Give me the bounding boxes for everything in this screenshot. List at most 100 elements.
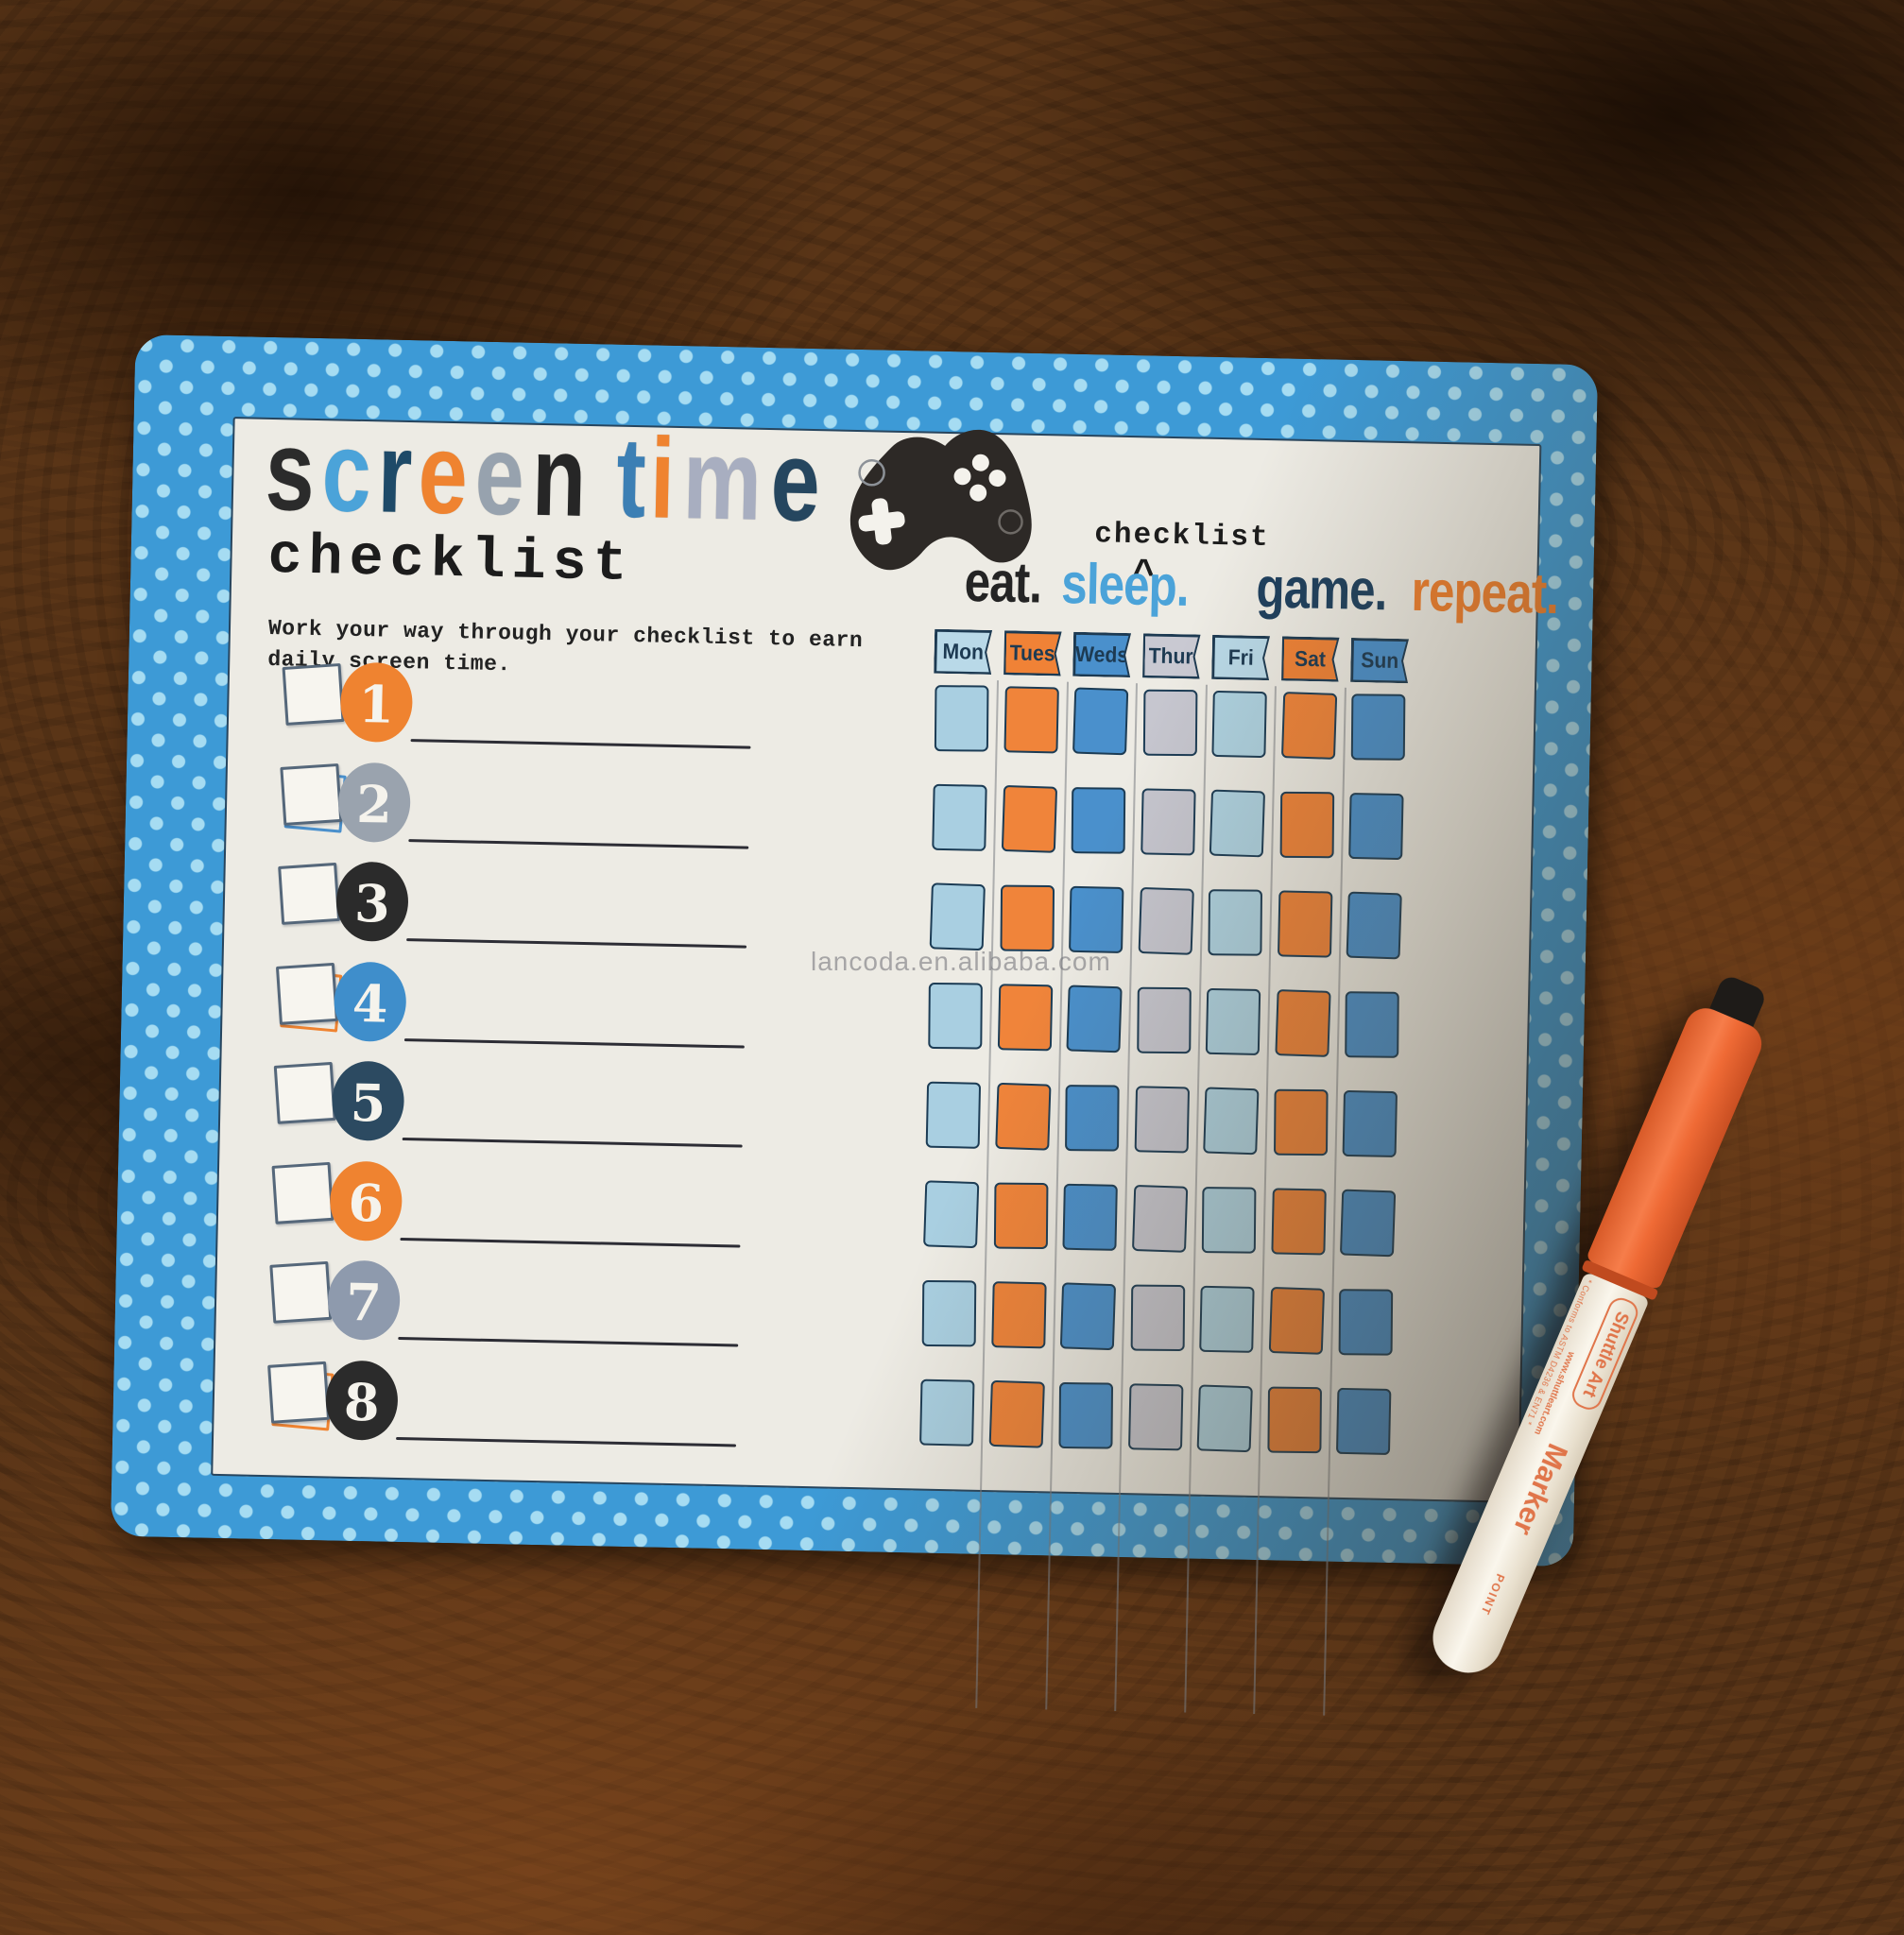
day-label: Sun — [1360, 647, 1399, 673]
day-header-sun: Sun — [1350, 638, 1409, 683]
grid-cell-mon-row4[interactable] — [928, 983, 983, 1050]
checkbox-3[interactable] — [278, 862, 341, 925]
checklist-row-5: 5 — [271, 1059, 897, 1167]
checkbox-2[interactable] — [280, 762, 343, 826]
number-label: 2 — [355, 773, 393, 835]
grid-cell-weds-row3[interactable] — [1069, 885, 1124, 953]
day-flag-fill: Sun — [1353, 640, 1407, 680]
tagline-word: repeat. — [1411, 557, 1559, 625]
grid-cell-tues-row8[interactable] — [988, 1379, 1045, 1448]
day-header-sat: Sat — [1281, 636, 1340, 681]
grid-cell-sun-row4[interactable] — [1345, 991, 1399, 1058]
grid-cell-sun-row8[interactable] — [1335, 1387, 1392, 1455]
day-label: Weds — [1074, 641, 1129, 668]
grid-cell-tues-row4[interactable] — [997, 984, 1053, 1052]
grid-cell-weds-row8[interactable] — [1058, 1381, 1114, 1449]
checkbox-5[interactable] — [273, 1061, 336, 1124]
pen-point-label: POINT — [1477, 1571, 1508, 1618]
grid-cell-fri-row1[interactable] — [1211, 690, 1267, 759]
grid-cell-mon-row6[interactable] — [923, 1180, 980, 1249]
checkbox-6[interactable] — [271, 1161, 334, 1224]
tagline-word: eat. — [964, 548, 1042, 615]
grid-cell-thur-row6[interactable] — [1131, 1184, 1188, 1253]
grid-cell-thur-row7[interactable] — [1130, 1284, 1185, 1352]
grid-cell-sat-row2[interactable] — [1279, 791, 1334, 859]
number-label: 7 — [345, 1271, 383, 1333]
title-letter: i — [648, 415, 675, 543]
grid-cell-fri-row5[interactable] — [1203, 1087, 1260, 1156]
grid-cell-weds-row7[interactable] — [1059, 1282, 1117, 1351]
grid-cell-fri-row6[interactable] — [1201, 1187, 1257, 1254]
watermark: lancoda.en.alibaba.com — [811, 947, 1111, 976]
grid-cell-sat-row5[interactable] — [1273, 1088, 1329, 1156]
grid-cell-sun-row1[interactable] — [1350, 694, 1406, 761]
grid-cell-sat-row3[interactable] — [1277, 890, 1332, 958]
grid-cell-sun-row7[interactable] — [1338, 1289, 1394, 1356]
grid-cell-weds-row1[interactable] — [1072, 687, 1129, 756]
grid-cell-mon-row5[interactable] — [925, 1081, 982, 1149]
grid-cell-mon-row1[interactable] — [934, 685, 989, 752]
grid-cell-tues-row5[interactable] — [994, 1082, 1052, 1151]
grid-cell-sun-row3[interactable] — [1346, 891, 1402, 960]
grid-cell-fri-row3[interactable] — [1208, 889, 1263, 956]
title-letter: e — [769, 417, 820, 546]
day-header-fri: Fri — [1211, 635, 1270, 680]
grid-cell-fri-row8[interactable] — [1196, 1384, 1253, 1453]
task-write-line-5[interactable] — [402, 1138, 743, 1148]
task-write-line-1[interactable] — [410, 739, 751, 749]
grid-cell-tues-row1[interactable] — [1003, 686, 1059, 754]
task-write-line-8[interactable] — [396, 1436, 737, 1447]
grid-cell-sun-row6[interactable] — [1339, 1189, 1397, 1258]
day-header-weds: Weds — [1072, 632, 1131, 677]
grid-cell-weds-row4[interactable] — [1066, 985, 1123, 1053]
number-circle-2: 2 — [337, 762, 412, 843]
title-letter: s — [264, 406, 315, 536]
grid-cell-fri-row7[interactable] — [1199, 1285, 1255, 1353]
grid-cell-sat-row7[interactable] — [1268, 1286, 1325, 1355]
grid-cell-fri-row4[interactable] — [1205, 987, 1261, 1056]
title-letter: t — [614, 414, 645, 542]
grid-cell-mon-row2[interactable] — [932, 783, 987, 851]
grid-cell-thur-row8[interactable] — [1127, 1383, 1183, 1451]
grid-cell-thur-row2[interactable] — [1140, 788, 1196, 856]
checkbox-8[interactable] — [267, 1361, 331, 1424]
grid-cell-sat-row4[interactable] — [1274, 989, 1331, 1057]
checklist-row-7: 7 — [267, 1259, 893, 1366]
grid-cell-sat-row8[interactable] — [1266, 1386, 1322, 1454]
grid-cell-sun-row5[interactable] — [1342, 1089, 1398, 1158]
grid-cell-tues-row3[interactable] — [999, 884, 1055, 952]
task-write-line-7[interactable] — [398, 1336, 739, 1347]
grid-cell-sat-row6[interactable] — [1270, 1188, 1327, 1256]
tagline: eat. sleep. game. repeat. — [959, 548, 1575, 625]
grid-cell-fri-row2[interactable] — [1209, 789, 1266, 858]
grid-cell-mon-row7[interactable] — [921, 1279, 977, 1347]
grid-cell-thur-row1[interactable] — [1142, 689, 1197, 757]
grid-cell-tues-row7[interactable] — [990, 1281, 1047, 1349]
grid-cell-sun-row2[interactable] — [1348, 792, 1404, 861]
checkbox-7[interactable] — [269, 1260, 333, 1324]
grid-cell-tues-row6[interactable] — [993, 1182, 1048, 1249]
task-write-line-2[interactable] — [408, 838, 749, 849]
grid-cell-thur-row5[interactable] — [1134, 1086, 1190, 1154]
title-letter: r — [376, 409, 412, 538]
grid-cell-tues-row2[interactable] — [1001, 784, 1057, 853]
number-circle-8: 8 — [325, 1359, 399, 1441]
grid-cell-weds-row2[interactable] — [1071, 787, 1126, 854]
grid-cell-thur-row4[interactable] — [1136, 986, 1192, 1054]
grid-cell-weds-row6[interactable] — [1062, 1183, 1118, 1251]
checkbox-4[interactable] — [275, 962, 338, 1025]
number-circle-3: 3 — [335, 861, 409, 943]
title-letter: c — [320, 407, 371, 537]
grid-cell-mon-row8[interactable] — [919, 1378, 975, 1447]
task-write-line-4[interactable] — [403, 1037, 745, 1049]
day-header-tues: Tues — [1003, 630, 1062, 676]
task-write-line-6[interactable] — [400, 1237, 741, 1248]
grid-cell-mon-row3[interactable] — [929, 882, 986, 951]
grid-cell-sat-row1[interactable] — [1280, 692, 1337, 760]
checkbox-1[interactable] — [282, 662, 345, 726]
grid-cell-thur-row3[interactable] — [1138, 886, 1194, 955]
number-circle-6: 6 — [329, 1159, 403, 1241]
grid-cell-weds-row5[interactable] — [1065, 1085, 1120, 1152]
task-write-line-3[interactable] — [406, 938, 747, 949]
